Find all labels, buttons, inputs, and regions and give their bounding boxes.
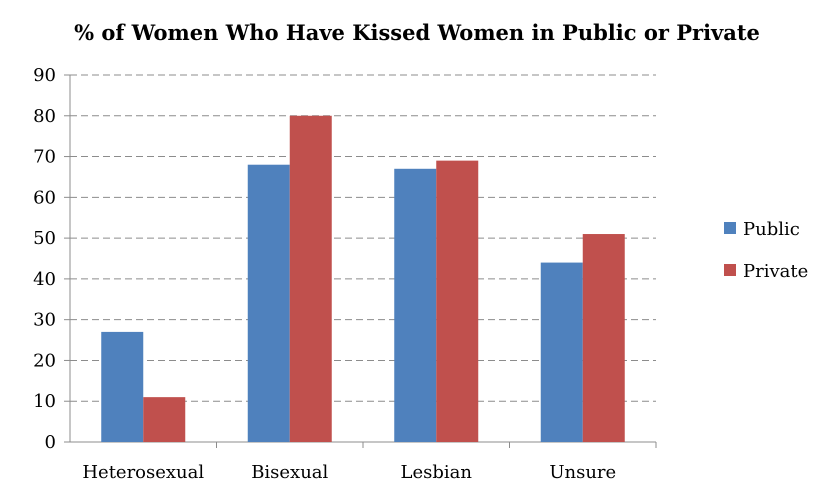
bar-private-lesbian bbox=[436, 160, 479, 442]
y-tick-label: 70 bbox=[33, 147, 56, 168]
chart-title: % of Women Who Have Kissed Women in Publ… bbox=[74, 20, 760, 45]
y-tick-label: 40 bbox=[33, 269, 56, 290]
bars bbox=[101, 115, 625, 443]
bar-private-heterosexual bbox=[143, 397, 186, 442]
bar-private-bisexual bbox=[289, 115, 332, 443]
legend-swatch-public bbox=[724, 222, 736, 234]
x-category-label: Unsure bbox=[549, 462, 616, 483]
bar-public-heterosexual bbox=[101, 331, 144, 442]
legend-label-public: Public bbox=[743, 219, 800, 240]
y-tick-label: 30 bbox=[33, 310, 56, 331]
y-tick-label: 60 bbox=[33, 187, 56, 208]
y-tick-label: 50 bbox=[33, 228, 56, 249]
y-tick-label: 90 bbox=[33, 65, 56, 86]
x-category-label: Heterosexual bbox=[82, 462, 204, 483]
bar-public-unsure bbox=[540, 262, 583, 442]
x-category-label: Lesbian bbox=[401, 462, 473, 483]
bar-public-lesbian bbox=[394, 168, 437, 443]
legend-label-private: Private bbox=[743, 261, 808, 282]
bar-public-bisexual bbox=[247, 164, 290, 442]
y-axis-ticks: 0 10 20 30 40 50 60 70 80 90 bbox=[33, 65, 56, 453]
x-category-label: Bisexual bbox=[251, 462, 328, 483]
legend: Public Private bbox=[724, 219, 808, 282]
y-tick-label: 80 bbox=[33, 106, 56, 127]
y-tick-label: 20 bbox=[33, 350, 56, 371]
bar-private-unsure bbox=[582, 234, 625, 442]
y-tick-label: 0 bbox=[45, 432, 56, 453]
x-axis-categories: Heterosexual Bisexual Lesbian Unsure bbox=[82, 462, 616, 483]
y-tick-label: 10 bbox=[33, 391, 56, 412]
legend-swatch-private bbox=[724, 264, 736, 276]
